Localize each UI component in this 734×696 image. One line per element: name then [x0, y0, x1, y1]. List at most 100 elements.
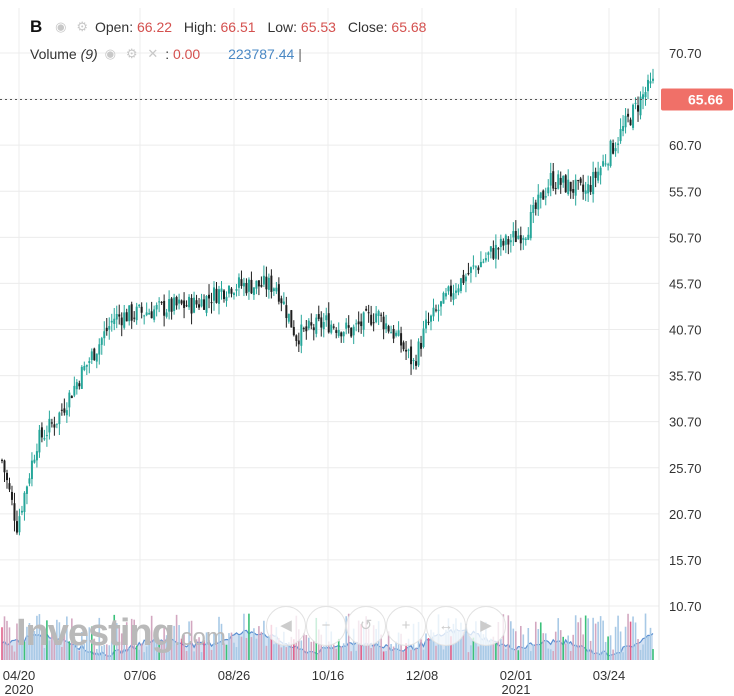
volume-bar — [250, 637, 253, 660]
zoom-in-button[interactable]: + — [386, 606, 426, 646]
candle-body — [457, 288, 460, 293]
candle-body — [220, 288, 223, 292]
volume-bar — [290, 636, 293, 660]
candle-body — [594, 171, 597, 178]
candle-body — [20, 510, 23, 513]
candle-body — [589, 184, 592, 192]
volume-bar — [48, 640, 51, 660]
candle-body — [135, 306, 138, 321]
candle-body — [235, 289, 238, 291]
candle-body — [572, 189, 575, 193]
volume-bar — [554, 631, 557, 660]
candle-body — [352, 326, 355, 336]
volume-bar — [500, 638, 502, 660]
candle-body — [497, 248, 500, 250]
zoom-out-button[interactable]: − — [306, 606, 346, 646]
candle-body — [467, 273, 470, 275]
candle-body — [477, 267, 480, 271]
volume-bar — [220, 623, 223, 660]
close-icon[interactable]: ✕ — [147, 46, 159, 61]
candle-body — [170, 298, 173, 312]
candle-body — [50, 422, 53, 424]
candle-body — [367, 312, 370, 314]
candle-body — [83, 366, 86, 370]
volume-bar — [380, 634, 382, 660]
candle-body — [245, 282, 248, 294]
candle-body — [532, 205, 535, 213]
scroll-left-button[interactable]: ◀ — [266, 606, 306, 646]
volume-bar — [602, 620, 604, 660]
candle-body — [307, 320, 310, 329]
candle-body — [160, 302, 163, 304]
volume-bar — [460, 622, 462, 660]
candle-body — [33, 459, 36, 463]
candle-body — [158, 301, 161, 303]
volume-bar — [188, 621, 190, 660]
gear-icon[interactable]: ⚙ — [125, 46, 138, 61]
x-tick-label: 02/01 — [500, 668, 533, 683]
candle-body — [310, 322, 313, 326]
volume-bar — [470, 645, 472, 660]
eye-icon[interactable]: ◉ — [104, 46, 116, 61]
chevron-right-icon: ▶ — [480, 617, 492, 634]
candle-body — [198, 304, 201, 308]
candle-body — [479, 261, 482, 268]
candle-body — [113, 318, 116, 324]
candle-body — [23, 492, 26, 513]
eye-icon[interactable]: ◉ — [55, 19, 67, 34]
y-tick-label: 15.70 — [669, 553, 702, 568]
open-value: 66.22 — [136, 19, 173, 35]
y-tick-label: 50.70 — [669, 230, 702, 245]
candle-body — [579, 178, 582, 183]
volume-bar — [135, 645, 138, 660]
high-value: 66.51 — [220, 19, 256, 35]
volume-bar — [427, 638, 430, 660]
candle-body — [599, 167, 602, 176]
candle-body — [337, 329, 340, 336]
candle-body — [370, 314, 373, 325]
volume-bar — [158, 640, 160, 660]
volume-bar — [130, 618, 133, 660]
candle-body — [569, 181, 572, 192]
candle-body — [322, 322, 325, 330]
candle-body — [355, 323, 358, 325]
candle-body — [459, 278, 462, 291]
candle-body — [163, 300, 166, 316]
candle-body — [377, 311, 380, 316]
candle-body — [240, 279, 243, 286]
zoom-fit-button[interactable]: ↔ — [426, 606, 466, 646]
gear-icon[interactable]: ⚙ — [76, 19, 89, 34]
candle-body — [547, 187, 550, 194]
volume-bar — [178, 625, 180, 660]
volume-bar — [265, 645, 268, 660]
candle-body — [287, 313, 290, 322]
candle-body — [502, 240, 505, 246]
candle-body — [472, 265, 475, 267]
volume-bar — [110, 641, 113, 660]
volume-bar — [138, 649, 140, 660]
reset-zoom-button[interactable]: ↺ — [346, 606, 386, 646]
candle-body — [415, 361, 418, 366]
investing-watermark: Investing.com — [16, 612, 226, 655]
candle-body — [412, 360, 415, 362]
y-tick-label: 70.70 — [669, 46, 702, 61]
candle-body — [123, 312, 126, 328]
candle-body — [118, 314, 121, 317]
candle-body — [402, 342, 405, 350]
candle-body — [272, 288, 275, 291]
volume-bar — [467, 652, 470, 660]
volume-ma-line — [1, 627, 654, 658]
volume-bar — [125, 622, 128, 660]
volume-bar — [390, 643, 392, 660]
candle-body — [208, 294, 211, 299]
candle-body — [564, 175, 567, 193]
candle-body — [395, 332, 398, 336]
reset-icon: ↺ — [359, 617, 373, 634]
volume-bar — [440, 644, 442, 660]
volume-bar — [350, 651, 352, 660]
volume-bar — [375, 628, 377, 660]
scroll-right-button[interactable]: ▶ — [466, 606, 506, 646]
volume-bar — [280, 647, 283, 660]
